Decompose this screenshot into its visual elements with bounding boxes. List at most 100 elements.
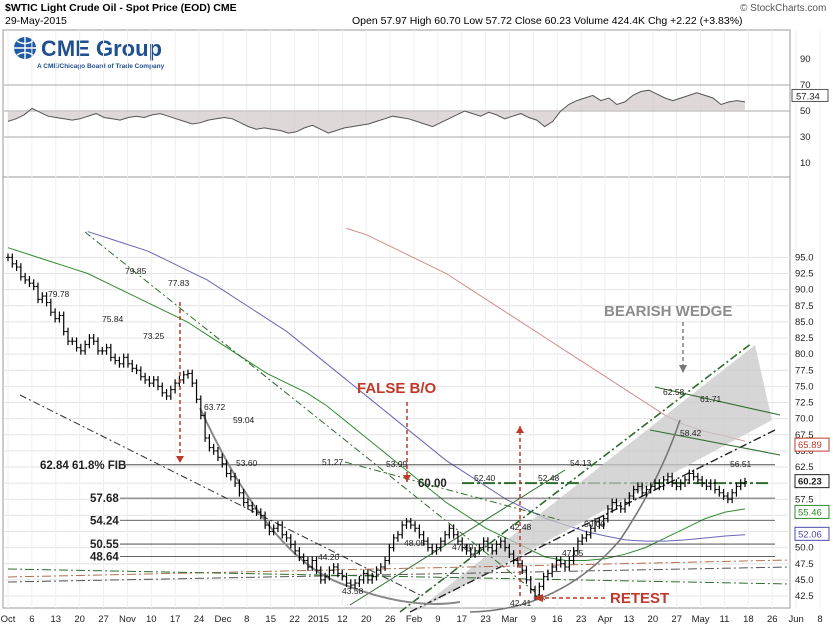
badge-box: [794, 437, 830, 452]
badge-box: [794, 474, 830, 489]
y-tick-label: 57.5: [795, 494, 814, 505]
badge-text: 52.06: [798, 529, 822, 540]
y-tick-label: 42.5: [795, 591, 814, 602]
price-bars: [6, 253, 747, 600]
price-label: 77.83: [168, 278, 190, 288]
cme-logo: CME Group A CME/Chicago Board of Trade C…: [14, 36, 165, 70]
indicator-fill: [8, 90, 745, 134]
x-tick-label: 17: [170, 614, 181, 625]
price-badge: 60.23: [794, 474, 830, 489]
y-tick-label: 77.5: [795, 365, 814, 376]
wedge-upper-line: [399, 342, 753, 613]
ohlc-readout: Open 57.97 High 60.70 Low 57.72 Close 60…: [352, 15, 743, 27]
x-tick-label: 8: [244, 614, 249, 625]
right-badges: 57.34 65.89 60.23 55.46 52.06: [791, 88, 830, 541]
x-tick-label: Nov: [119, 614, 136, 625]
x-tick-label: 22: [289, 614, 300, 625]
downtrend-line: [84, 231, 546, 601]
level-label: 54.24: [90, 515, 119, 527]
badge-box: [791, 88, 829, 102]
price-label: 62.58: [663, 387, 685, 397]
x-tick-label: 27: [671, 614, 682, 625]
badge-text: 65.89: [798, 440, 822, 451]
indicator-tick-label: 10: [800, 158, 811, 169]
y-tick-label: 90.0: [795, 285, 814, 296]
x-tick-label: 23: [480, 614, 491, 625]
y-tick-label: 87.5: [795, 301, 814, 312]
annotation-layer: FALSE B/O BEARISH WEDGE RETEST: [176, 302, 732, 607]
y-tick-label: 72.5: [795, 398, 814, 409]
price-label: 43.58: [342, 586, 364, 596]
bearish-wedge-label: BEARISH WEDGE: [604, 303, 732, 320]
price-label: 47.80: [452, 542, 474, 552]
y-tick-label: 82.5: [795, 333, 814, 344]
x-tick-label: Dec: [214, 614, 231, 625]
arrow-head: [679, 365, 687, 373]
level-label: 50.55: [90, 539, 119, 551]
indicator-tick-label: 70: [800, 80, 811, 91]
indicator-line: [7, 89, 746, 134]
rounding-recovery-curve: [469, 419, 681, 613]
y-tick-label: 47.5: [795, 559, 814, 570]
y-tick-label: 95.0: [795, 252, 814, 263]
logo-name: CME Group: [41, 36, 162, 61]
price-label: 54.13: [570, 458, 592, 468]
y-tick-label: 45.0: [795, 575, 814, 586]
x-tick-label: 13: [624, 614, 635, 625]
flag-bottom-line: [649, 429, 781, 456]
x-tick-label: 20: [74, 614, 85, 625]
y-tick-label: 92.5: [795, 269, 814, 280]
x-tick-label: 12: [337, 614, 348, 625]
long-support-line: [7, 559, 791, 578]
indicator-tick-label: 50: [800, 106, 811, 117]
chart-date: 29-May-2015: [5, 15, 67, 27]
x-tick-label: 18: [743, 614, 754, 625]
y-tick-label: 85.0: [795, 317, 814, 328]
x-tick-label: 2015: [308, 614, 329, 625]
arrow-head: [403, 475, 411, 482]
level-label: 62.84 61.8% FIB: [40, 460, 126, 472]
x-tick-label: 6: [29, 614, 34, 625]
price-label: 42.48: [510, 522, 532, 532]
x-tick-label: Oct: [1, 614, 16, 625]
price-label: 52.40: [474, 473, 496, 483]
price-badge: 65.89: [794, 437, 830, 452]
x-tick-label: Mar: [501, 614, 517, 625]
price-label: 59.04: [233, 415, 255, 425]
badge-text: 55.46: [798, 507, 822, 518]
moving-average-ma_mid: [87, 231, 746, 542]
x-tick-label: 15: [265, 614, 276, 625]
x-tick-label: 10: [146, 614, 157, 625]
price-badge: 52.06: [794, 526, 830, 541]
indicator-tick-label: 30: [800, 132, 811, 143]
price-label: 79.85: [125, 266, 147, 276]
long-support-line: [7, 568, 791, 585]
arrow-head: [516, 426, 524, 433]
x-tick-label: 26: [767, 614, 778, 625]
badge-box: [794, 504, 830, 519]
price-badge: 55.46: [794, 504, 830, 519]
level-label: 57.68: [90, 493, 119, 505]
arrow-head: [533, 594, 543, 602]
price-label: 50.00: [584, 519, 606, 529]
price-label: 53.60: [236, 458, 258, 468]
x-tick-label: 17: [456, 614, 467, 625]
x-tick-label: 27: [98, 614, 109, 625]
price-label: 42.41: [510, 598, 532, 608]
long-support-line: [7, 566, 791, 583]
arrow-head: [176, 456, 184, 463]
y-tick-label: 67.5: [795, 430, 814, 441]
x-tick-label: 11: [720, 614, 730, 625]
y-tick-label: 70.0: [795, 414, 814, 425]
globe-icon: [14, 37, 36, 59]
price-label: 53.99: [386, 459, 408, 469]
level-label: 48.64: [90, 551, 119, 563]
price-label: 79.78: [48, 289, 70, 299]
x-tick-label: 16: [552, 614, 563, 625]
resistance-line: [344, 461, 561, 521]
price-label: 61.71: [700, 394, 722, 404]
x-tick-label: 9: [531, 614, 536, 625]
price-label: 48.05: [404, 538, 426, 548]
y-tick-label: 75.0: [795, 381, 814, 392]
